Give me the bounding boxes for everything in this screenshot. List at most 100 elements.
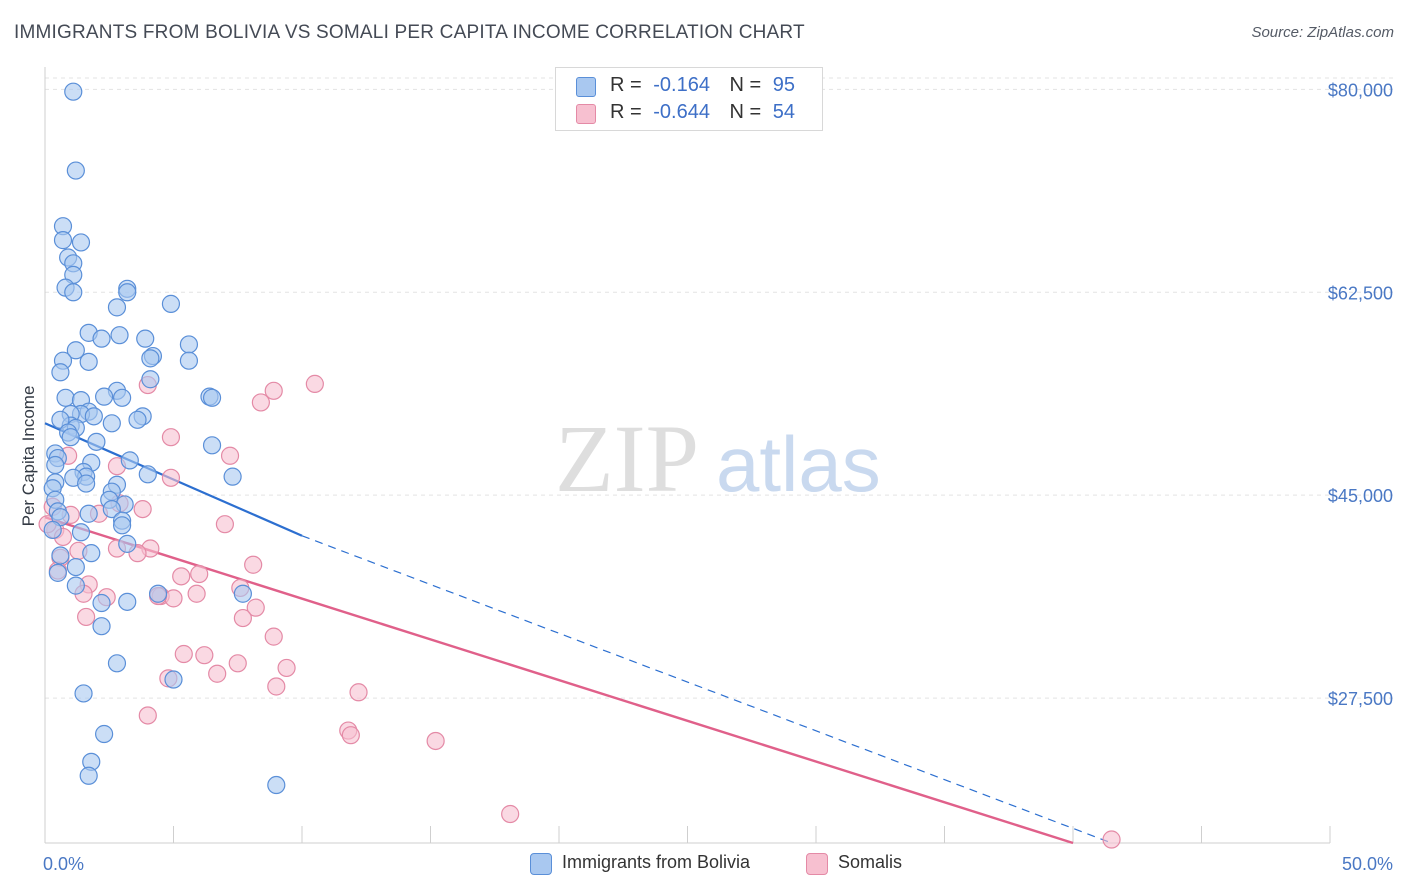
bolivia-point <box>107 654 127 673</box>
bolivia-swatch <box>576 77 596 97</box>
bolivia-point <box>141 370 160 389</box>
somali-point <box>161 468 181 487</box>
somali-point <box>305 374 324 393</box>
somali-point <box>244 555 263 574</box>
bolivia-point <box>118 592 137 611</box>
bolivia-point <box>102 414 121 433</box>
bolivia-point <box>233 584 252 603</box>
somali-point <box>164 589 183 608</box>
bolivia-point <box>138 465 157 484</box>
somali-point <box>341 726 360 745</box>
bolivia-point <box>71 233 91 252</box>
source-label: Source: ZipAtlas.com <box>1251 24 1394 41</box>
somali-point <box>133 499 152 519</box>
bolivia-point <box>66 161 85 180</box>
bolivia-point <box>136 329 155 348</box>
bolivia-point <box>179 351 199 370</box>
r-label: R = <box>610 74 642 96</box>
somali-point <box>349 683 368 702</box>
n-label: N = <box>729 101 762 123</box>
n-label: N = <box>729 74 762 96</box>
bolivia-point <box>92 329 111 348</box>
bolivia-point <box>66 576 85 595</box>
bolivia-point <box>267 775 286 795</box>
bolivia-point <box>64 82 83 101</box>
somali-point <box>215 515 234 534</box>
x-tick-label: 50.0% <box>1342 854 1393 874</box>
r-label: R = <box>610 101 642 123</box>
bolivia-point <box>43 520 62 540</box>
bolivia-point <box>223 467 242 486</box>
somali-point <box>190 564 209 584</box>
bolivia-point <box>128 410 147 429</box>
somali-point <box>172 567 191 586</box>
somali-point <box>220 446 240 465</box>
watermark-atlas: atlas <box>716 420 881 508</box>
bolivia-point <box>87 432 106 451</box>
somali-point <box>246 598 265 617</box>
somali-point <box>208 664 227 683</box>
bolivia-point <box>202 388 222 407</box>
bolivia-point <box>161 294 181 313</box>
bolivia-point <box>202 436 222 455</box>
somali-legend-swatch <box>806 853 828 875</box>
bolivia-point <box>118 283 137 302</box>
somali-point <box>233 608 252 628</box>
bolivia-point <box>112 388 132 407</box>
bolivia-point <box>79 766 98 785</box>
bolivia-point <box>164 670 183 689</box>
bolivia-point <box>120 451 139 470</box>
bolivia-point <box>102 499 121 519</box>
somali-point <box>138 706 157 725</box>
bolivia-point <box>66 341 85 360</box>
bolivia-point <box>71 523 91 542</box>
bolivia-point <box>61 428 80 447</box>
somali-swatch <box>576 104 596 124</box>
bolivia-point <box>79 504 98 523</box>
bolivia-point <box>92 617 111 636</box>
somali-point <box>1102 830 1121 849</box>
bolivia-point <box>46 455 65 475</box>
somali-point <box>77 607 96 627</box>
somali-point <box>187 584 206 603</box>
legend-label-bolivia: Immigrants from Bolivia <box>562 852 751 872</box>
bolivia-point <box>79 352 98 371</box>
tick-labels: $27,500 $45,000 $62,500 $80,000 0.0% 50.0% <box>43 80 1393 874</box>
somali-point <box>195 646 214 665</box>
bolivia-legend-swatch <box>530 853 552 875</box>
bolivia-point <box>53 231 73 250</box>
bolivia-point <box>66 557 85 577</box>
bolivia-point <box>110 326 129 345</box>
bolivia-point <box>82 544 101 563</box>
bolivia-point <box>51 546 70 565</box>
watermark: ZIP atlas <box>555 405 881 512</box>
somali-point <box>264 381 283 400</box>
bolivia-point <box>148 584 168 603</box>
somali-point <box>228 654 247 673</box>
somali-point <box>174 644 193 664</box>
bolivia-point <box>179 335 199 354</box>
y-tick-label: $45,000 <box>1328 486 1393 506</box>
bolivia-point <box>95 724 114 744</box>
somali-point <box>267 677 286 696</box>
bolivia-point <box>74 684 93 703</box>
bolivia-point <box>118 534 137 553</box>
bolivia-point <box>77 474 96 493</box>
data-points <box>38 82 1121 849</box>
y-tick-label: $80,000 <box>1328 80 1393 100</box>
bolivia-point <box>56 388 75 407</box>
bolivia-point <box>107 298 127 317</box>
somali-point <box>264 627 283 646</box>
r-value-somali: -0.644 <box>653 101 710 123</box>
bolivia-point <box>48 563 67 582</box>
somali-point <box>501 804 520 824</box>
bolivia-point <box>92 593 111 613</box>
bolivia-point <box>112 516 132 535</box>
bolivia-point <box>84 407 103 426</box>
somali-point <box>277 658 296 678</box>
bolivia-point <box>64 283 83 302</box>
y-tick-label: $62,500 <box>1328 283 1393 303</box>
r-value-bolivia: -0.164 <box>653 74 710 96</box>
somali-point <box>251 393 270 412</box>
